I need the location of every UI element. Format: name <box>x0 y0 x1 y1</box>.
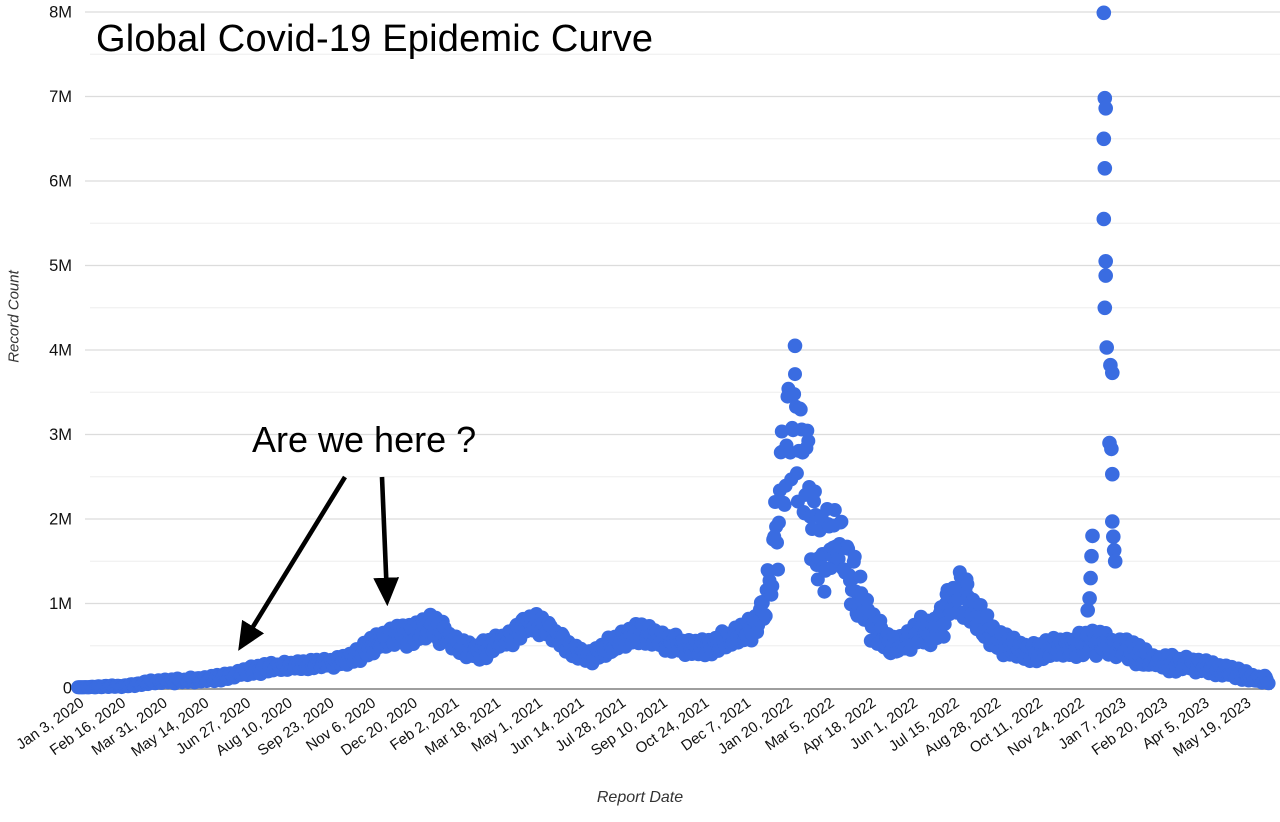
y-axis-title: Record Count <box>5 270 23 363</box>
minor-gridlines <box>90 53 1280 647</box>
svg-text:3M: 3M <box>49 426 72 444</box>
major-gridlines <box>85 11 1280 605</box>
svg-text:7M: 7M <box>49 88 72 106</box>
chart-title: Global Covid-19 Epidemic Curve <box>96 18 654 60</box>
y-axis-tick-labels: 0 1M 2M 3M 4M 5M 6M 7M 8M <box>49 4 72 698</box>
scatter-points <box>71 367 1276 695</box>
outlier-points <box>787 5 1123 618</box>
svg-text:4M: 4M <box>49 342 72 360</box>
svg-text:0: 0 <box>63 680 72 698</box>
svg-text:2M: 2M <box>49 511 72 529</box>
svg-text:6M: 6M <box>49 173 72 191</box>
x-axis-title: Report Date <box>596 789 684 806</box>
svg-text:5M: 5M <box>49 257 72 275</box>
svg-text:1M: 1M <box>49 595 72 613</box>
svg-text:8M: 8M <box>49 4 72 22</box>
annotation-arrows <box>238 475 400 651</box>
annotation-text: Are we here ? <box>252 419 477 460</box>
